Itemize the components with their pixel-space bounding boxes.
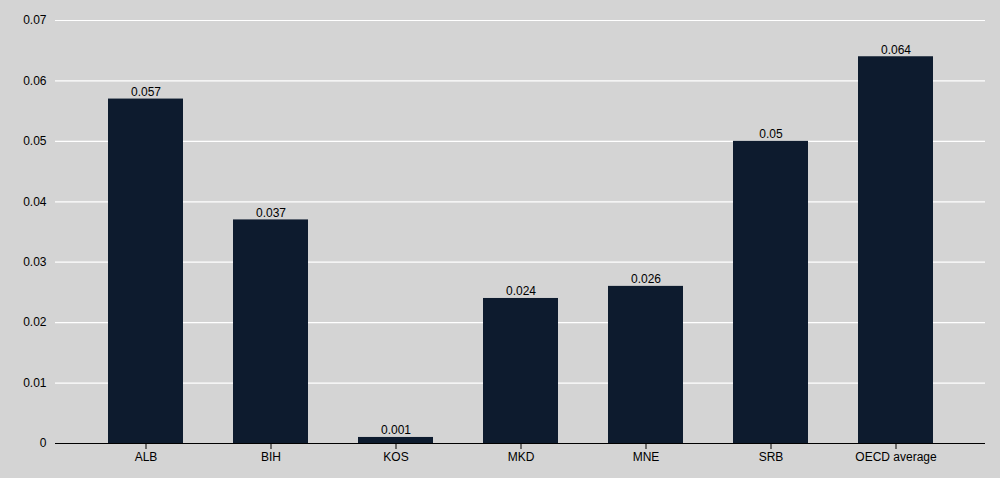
svg-text:0.04: 0.04 — [23, 195, 47, 209]
svg-text:0.02: 0.02 — [23, 315, 47, 329]
svg-text:0.064: 0.064 — [881, 43, 911, 57]
svg-text:ALB: ALB — [135, 450, 158, 464]
svg-text:0.03: 0.03 — [23, 255, 47, 269]
svg-text:0.024: 0.024 — [506, 284, 536, 298]
svg-text:SRB: SRB — [759, 450, 784, 464]
svg-text:0.05: 0.05 — [23, 134, 47, 148]
svg-text:0.06: 0.06 — [23, 74, 47, 88]
svg-text:0.037: 0.037 — [256, 206, 286, 220]
svg-text:OECD average: OECD average — [855, 450, 937, 464]
svg-text:MKD: MKD — [508, 450, 535, 464]
svg-text:0.026: 0.026 — [631, 272, 661, 286]
svg-text:0.05: 0.05 — [759, 127, 783, 141]
svg-text:KOS: KOS — [383, 450, 408, 464]
svg-text:0: 0 — [40, 436, 47, 450]
svg-text:0.057: 0.057 — [131, 85, 161, 99]
svg-text:BIH: BIH — [261, 450, 281, 464]
svg-text:0.01: 0.01 — [23, 376, 47, 390]
svg-text:0.001: 0.001 — [381, 423, 411, 437]
svg-text:MNE: MNE — [633, 450, 660, 464]
svg-text:0.07: 0.07 — [23, 13, 47, 27]
